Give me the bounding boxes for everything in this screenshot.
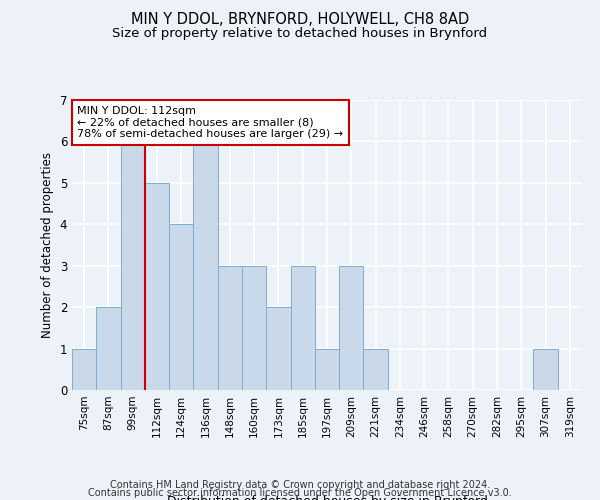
Bar: [339, 266, 364, 390]
Bar: [121, 142, 145, 390]
Bar: [72, 348, 96, 390]
Bar: [169, 224, 193, 390]
Bar: [242, 266, 266, 390]
X-axis label: Distribution of detached houses by size in Brynford: Distribution of detached houses by size …: [167, 496, 487, 500]
Bar: [290, 266, 315, 390]
Bar: [145, 183, 169, 390]
Bar: [218, 266, 242, 390]
Text: Size of property relative to detached houses in Brynford: Size of property relative to detached ho…: [112, 28, 488, 40]
Bar: [193, 142, 218, 390]
Bar: [533, 348, 558, 390]
Text: Contains HM Land Registry data © Crown copyright and database right 2024.: Contains HM Land Registry data © Crown c…: [110, 480, 490, 490]
Text: MIN Y DDOL, BRYNFORD, HOLYWELL, CH8 8AD: MIN Y DDOL, BRYNFORD, HOLYWELL, CH8 8AD: [131, 12, 469, 28]
Bar: [266, 307, 290, 390]
Y-axis label: Number of detached properties: Number of detached properties: [41, 152, 54, 338]
Text: MIN Y DDOL: 112sqm
← 22% of detached houses are smaller (8)
78% of semi-detached: MIN Y DDOL: 112sqm ← 22% of detached hou…: [77, 106, 343, 139]
Bar: [96, 307, 121, 390]
Text: Contains public sector information licensed under the Open Government Licence v3: Contains public sector information licen…: [88, 488, 512, 498]
Bar: [315, 348, 339, 390]
Bar: [364, 348, 388, 390]
